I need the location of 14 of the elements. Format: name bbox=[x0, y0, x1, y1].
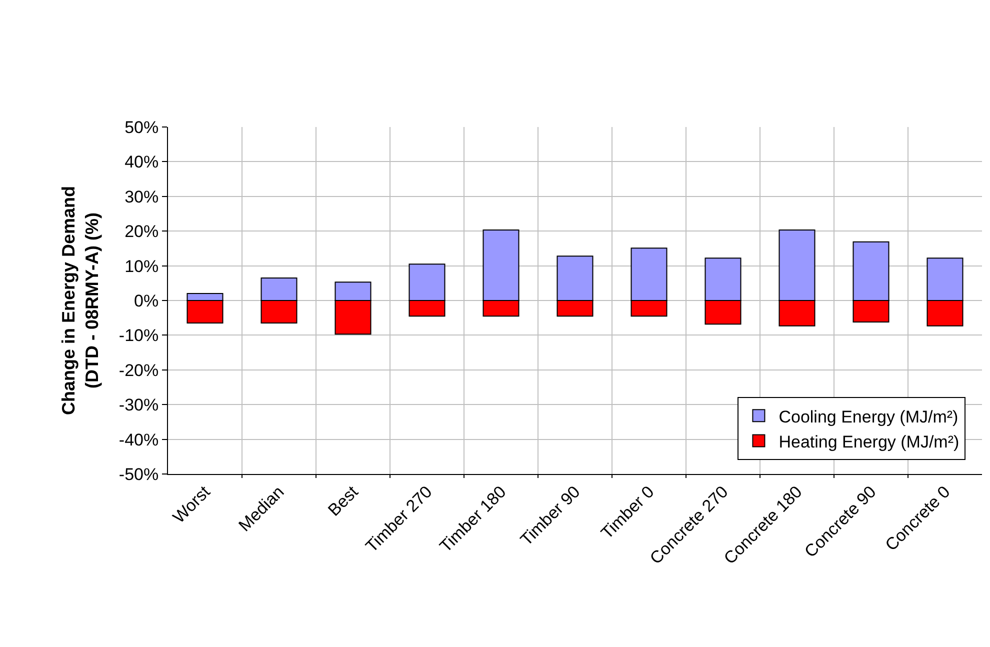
y-axis-title: Change in Energy Demand (DTD - 08RMY-A) (%) bbox=[58, 186, 102, 416]
y-tick-label: -10% bbox=[118, 326, 159, 346]
y-tick-label: 10% bbox=[124, 256, 159, 276]
y-tick-label: -20% bbox=[118, 360, 159, 380]
y-tick-label: -40% bbox=[118, 430, 159, 450]
y-tick-label: -50% bbox=[118, 464, 159, 484]
y-tick-label: -30% bbox=[118, 396, 159, 415]
y-tick-label: 0% bbox=[134, 291, 159, 310]
legend-label: Heating Energy (MJ/m²) bbox=[778, 432, 960, 452]
y-tick-label: 20% bbox=[124, 222, 159, 242]
y-tick-label: 40% bbox=[124, 152, 159, 172]
y-tick-label: 30% bbox=[124, 187, 159, 206]
legend-label: Cooling Energy (MJ/m²) bbox=[778, 407, 958, 426]
y-tick-label: 50% bbox=[124, 118, 159, 137]
